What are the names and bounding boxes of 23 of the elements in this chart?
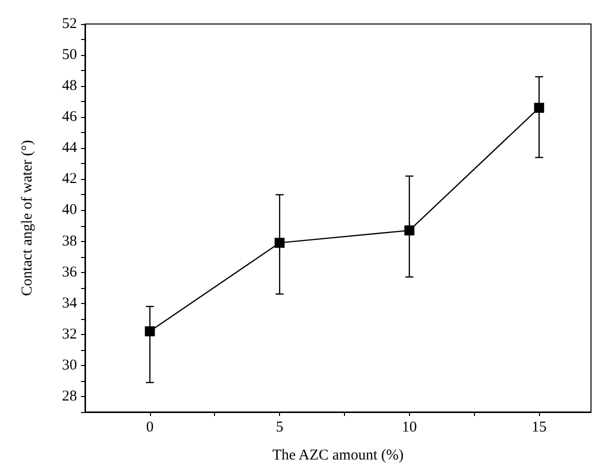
y-tick-label: 32 [62, 326, 77, 342]
y-tick-label: 38 [62, 233, 77, 250]
y-axis-title: Contact angle of water (°) [20, 140, 36, 296]
point [534, 102, 544, 113]
y-tick-label: 40 [62, 202, 77, 218]
x-axis-title: The AZC amount (%) [272, 448, 404, 464]
point [404, 225, 414, 236]
y-tick-label: 42 [62, 171, 77, 188]
x-tick-label: 10 [402, 420, 417, 436]
x-tick-label: 5 [276, 420, 284, 436]
point [274, 238, 285, 248]
y-tick-label: 52 [62, 16, 77, 32]
y-tick-label: 48 [62, 78, 77, 94]
x-tick-label: 15 [532, 420, 547, 436]
y-tick-label: 28 [62, 388, 77, 404]
y-tick-label: 34 [62, 295, 78, 312]
x-tick-label: 0 [146, 420, 154, 436]
y-tick-label: 44 [62, 140, 78, 156]
point [144, 326, 155, 336]
y-tick-label: 50 [62, 47, 77, 64]
y-tick-label: 46 [62, 109, 78, 126]
y-tick-label: 30 [62, 357, 77, 374]
y-tick-label: 36 [62, 264, 78, 280]
